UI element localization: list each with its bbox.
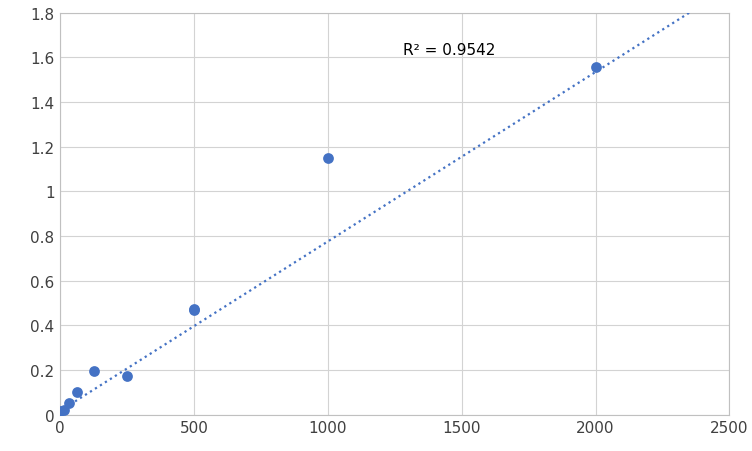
Point: [188, 305, 200, 313]
Point: [59, 407, 71, 414]
Point: [87, 367, 99, 374]
Point: [121, 372, 133, 379]
Point: [322, 155, 334, 162]
Point: [54, 408, 66, 415]
Point: [590, 64, 602, 72]
Point: [62, 400, 74, 407]
Point: [71, 389, 83, 396]
Text: R² = 0.9542: R² = 0.9542: [403, 42, 496, 57]
Point: [188, 307, 200, 314]
